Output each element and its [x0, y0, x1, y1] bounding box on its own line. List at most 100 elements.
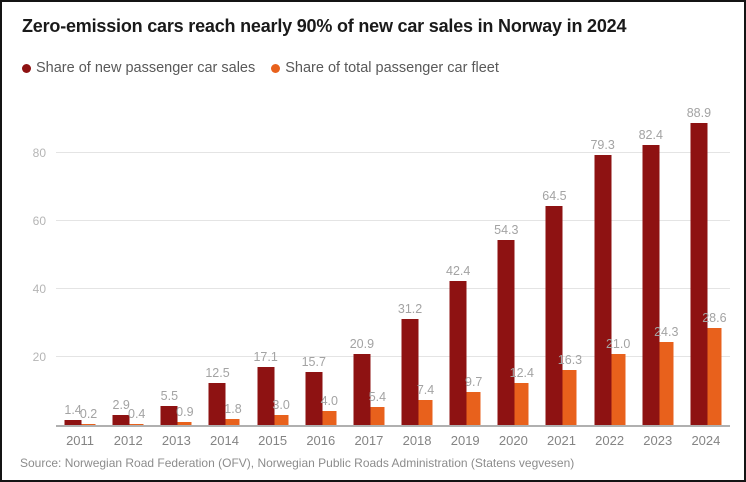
sales-bar: 5.5 [161, 389, 178, 425]
fleet-bar: 1.8 [224, 402, 242, 425]
value-label: 64.5 [542, 188, 567, 203]
x-axis-label: 2011 [66, 433, 95, 448]
fleet-bar: 16.3 [558, 353, 582, 425]
x-axis-label: 2021 [547, 433, 576, 448]
value-label: 3.0 [272, 397, 290, 412]
sales-bar: 20.9 [350, 337, 374, 425]
value-label: 79.3 [590, 138, 615, 153]
value-label: 12.4 [509, 365, 534, 380]
fleet-bar: 0.9 [176, 405, 194, 425]
value-label: 4.0 [320, 394, 338, 409]
x-axis-label: 2016 [306, 433, 336, 448]
value-label: 21.0 [605, 336, 631, 351]
value-label: 0.2 [79, 407, 98, 422]
legend-dot-fleet-icon [271, 63, 281, 73]
sales-bar: 42.4 [446, 264, 470, 425]
y-tick-label: 40 [32, 282, 46, 296]
sales-bar: 12.5 [205, 366, 230, 425]
fleet-bar: 7.4 [417, 383, 434, 425]
value-label: 0.9 [176, 404, 194, 419]
x-axis-label: 2017 [354, 433, 384, 448]
source-note: Source: Norwegian Road Federation (OFV),… [20, 456, 575, 470]
x-axis-label: 2020 [498, 433, 528, 448]
bar-group: 20.9 5.4 [345, 102, 393, 425]
x-axis-label: 2015 [258, 433, 288, 448]
value-label: 31.2 [397, 301, 423, 316]
fleet-bar: 3.0 [272, 398, 290, 425]
bar-group: 12.5 1.8 [200, 102, 248, 425]
value-label: 0.4 [128, 406, 146, 421]
sales-bar: 54.3 [494, 223, 519, 425]
bar-group: 2.9 0.4 [104, 102, 152, 425]
legend-label-sales: Share of new passenger car sales [36, 60, 256, 76]
gridlines [56, 102, 730, 425]
gridline [56, 288, 730, 289]
fleet-bar: 9.7 [465, 375, 482, 425]
legend-label-fleet: Share of total passenger car fleet [285, 60, 499, 76]
legend-item-sales: Share of new passenger car sales [22, 60, 255, 76]
bar-group: 64.5 16.3 [537, 102, 585, 425]
value-label: 24.3 [654, 325, 679, 340]
y-tick-label: 80 [32, 146, 46, 160]
value-label: 82.4 [638, 127, 663, 142]
bar-group: 17.1 3.0 [249, 102, 297, 425]
value-label: 1.8 [224, 401, 242, 416]
gridline [56, 152, 730, 153]
legend-item-fleet: Share of total passenger car fleet [271, 60, 499, 76]
sales-bar: 82.4 [639, 128, 663, 425]
sales-bar: 2.9 [113, 398, 130, 425]
x-axis-line [56, 425, 730, 427]
x-axis-labels: 2011 2012 2013 2014 2015 2016 2017 2018 2019 2020… [56, 425, 730, 448]
sales-bar: 88.9 [687, 106, 711, 425]
y-tick-label: 20 [32, 350, 46, 364]
x-axis-label: 2024 [691, 433, 721, 448]
value-label: 17.1 [253, 349, 278, 364]
fleet-bar: 28.6 [702, 311, 727, 425]
value-label: 20.9 [349, 336, 375, 351]
gridline [56, 356, 730, 357]
value-label: 15.7 [301, 354, 326, 369]
y-tick-label: 60 [32, 214, 46, 229]
value-label: 54.3 [494, 223, 519, 238]
x-axis-label: 2023 [643, 433, 673, 448]
value-label: 9.7 [464, 375, 483, 390]
value-label: 28.6 [702, 310, 727, 325]
fleet-bar: 12.4 [510, 366, 534, 425]
bar-group: 54.3 12.4 [489, 102, 537, 425]
value-label: 42.4 [446, 263, 471, 278]
x-axis-label: 2022 [595, 433, 625, 448]
value-label: 88.9 [686, 105, 712, 120]
bar-group: 88.9 28.6 [682, 102, 730, 425]
fleet-bar: 4.0 [321, 394, 338, 425]
x-axis-label: 2019 [450, 433, 480, 448]
x-axis-label: 2013 [161, 433, 191, 448]
value-label: 5.4 [368, 389, 387, 404]
bars: 1.4 0.2 2.9 0.4 5.5 0.9 12.5 1.8 17.1 3.0 15.7 4.0 2… [56, 102, 730, 425]
sales-bar: 31.2 [398, 302, 422, 425]
bar-group: 15.7 4.0 [297, 102, 345, 425]
value-label: 1.4 [64, 403, 82, 418]
bar-group: 82.4 24.3 [634, 102, 682, 425]
sales-bar: 17.1 [253, 350, 278, 425]
bar-group: 31.2 7.4 [393, 102, 441, 425]
y-axis-labels: 20 40 60 80 [20, 102, 46, 425]
sales-bar: 15.7 [302, 355, 326, 425]
legend: Share of new passenger car sales Share o… [22, 60, 499, 76]
value-label: 5.5 [160, 389, 179, 404]
value-label: 12.5 [205, 365, 230, 380]
value-label: 16.3 [557, 352, 583, 367]
bar-group: 42.4 9.7 [441, 102, 489, 425]
sales-bar: 79.3 [590, 138, 615, 425]
bar-group: 79.3 21.0 [586, 102, 634, 425]
fleet-bar: 24.3 [654, 325, 678, 425]
fleet-bar: 21.0 [606, 337, 630, 425]
value-label: 2.9 [112, 398, 130, 413]
x-axis-label: 2014 [210, 433, 239, 448]
bar-group: 5.5 0.9 [152, 102, 200, 425]
gridline [56, 220, 730, 221]
x-axis-label: 2018 [402, 433, 432, 448]
plot-area: 20 40 60 80 1.4 0.2 2.9 0.4 5.5 0.9 12.5 1.8 17.1 3.… [20, 102, 732, 448]
value-label: 7.4 [416, 382, 435, 397]
bar-group: 1.4 0.2 [56, 102, 104, 425]
